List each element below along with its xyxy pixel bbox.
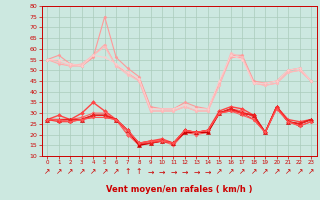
Text: ↗: ↗ [56,168,62,176]
Text: ↗: ↗ [78,168,85,176]
Text: ↗: ↗ [67,168,74,176]
Text: →: → [182,168,188,176]
Text: ↗: ↗ [262,168,268,176]
Text: ↗: ↗ [90,168,96,176]
Text: ↗: ↗ [216,168,222,176]
Text: ↗: ↗ [44,168,51,176]
Text: ↗: ↗ [274,168,280,176]
Text: ↑: ↑ [124,168,131,176]
Text: ↗: ↗ [308,168,314,176]
Text: Vent moyen/en rafales ( km/h ): Vent moyen/en rafales ( km/h ) [106,186,252,194]
Text: →: → [147,168,154,176]
Text: ↗: ↗ [101,168,108,176]
Text: ↗: ↗ [285,168,291,176]
Text: ↗: ↗ [228,168,234,176]
Text: →: → [193,168,200,176]
Text: ↗: ↗ [113,168,119,176]
Text: ↑: ↑ [136,168,142,176]
Text: ↗: ↗ [251,168,257,176]
Text: →: → [159,168,165,176]
Text: →: → [205,168,211,176]
Text: ↗: ↗ [239,168,245,176]
Text: ↗: ↗ [296,168,303,176]
Text: →: → [170,168,177,176]
